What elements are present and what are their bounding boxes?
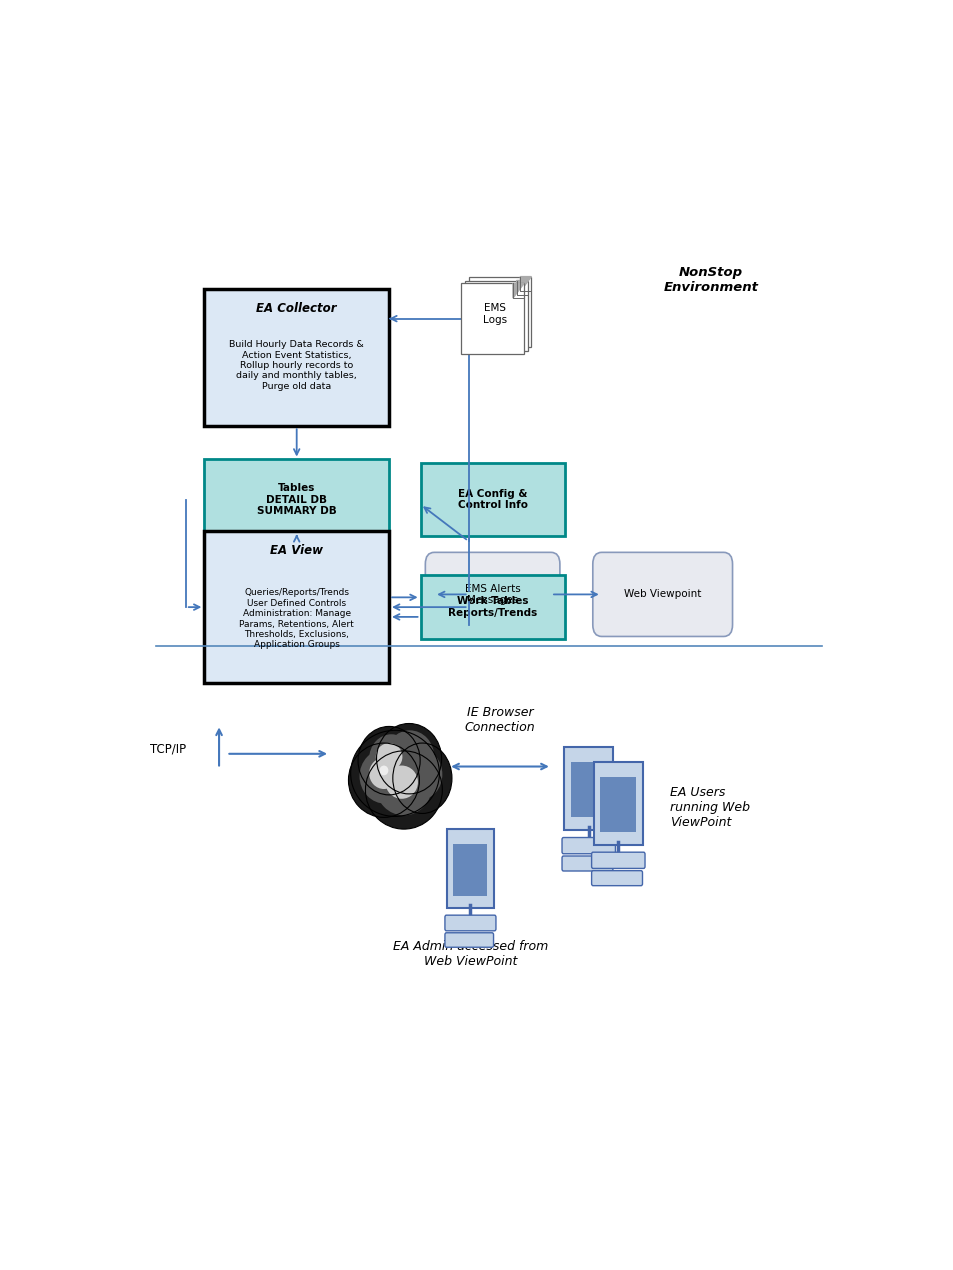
FancyBboxPatch shape xyxy=(420,575,564,639)
Text: TCP/IP: TCP/IP xyxy=(150,743,186,756)
Ellipse shape xyxy=(385,766,417,799)
Text: EA Users
running Web
ViewPoint: EA Users running Web ViewPoint xyxy=(669,786,749,829)
FancyBboxPatch shape xyxy=(444,916,496,931)
FancyBboxPatch shape xyxy=(591,852,644,869)
Text: Queries/Reports/Trends
User Defined Controls
Administration: Manage
Params, Rete: Queries/Reports/Trends User Defined Cont… xyxy=(239,588,354,649)
Polygon shape xyxy=(513,283,523,298)
FancyBboxPatch shape xyxy=(592,552,732,636)
Text: EMS
Logs: EMS Logs xyxy=(482,304,506,325)
FancyBboxPatch shape xyxy=(468,277,531,347)
FancyBboxPatch shape xyxy=(599,776,636,832)
FancyBboxPatch shape xyxy=(593,762,642,845)
Polygon shape xyxy=(519,277,531,291)
Text: IE Browser
Connection: IE Browser Connection xyxy=(464,706,535,734)
Text: EA Collector: EA Collector xyxy=(256,302,336,315)
FancyBboxPatch shape xyxy=(204,290,389,427)
Ellipse shape xyxy=(375,743,402,771)
Polygon shape xyxy=(517,281,527,295)
FancyBboxPatch shape xyxy=(591,871,641,885)
FancyBboxPatch shape xyxy=(464,281,527,351)
Ellipse shape xyxy=(357,726,419,795)
Ellipse shape xyxy=(375,757,432,815)
Ellipse shape xyxy=(397,749,442,800)
Text: EA Config &
Control Info: EA Config & Control Info xyxy=(457,489,527,511)
FancyBboxPatch shape xyxy=(425,552,559,636)
Text: NonStop
Environment: NonStop Environment xyxy=(662,265,758,293)
Ellipse shape xyxy=(369,758,398,789)
FancyBboxPatch shape xyxy=(204,460,389,540)
FancyBboxPatch shape xyxy=(561,856,612,871)
Ellipse shape xyxy=(385,730,434,784)
Ellipse shape xyxy=(365,751,442,829)
FancyBboxPatch shape xyxy=(446,829,494,908)
Text: Web Viewpoint: Web Viewpoint xyxy=(623,589,700,599)
Text: EA View: EA View xyxy=(270,544,323,558)
Ellipse shape xyxy=(369,734,413,784)
FancyBboxPatch shape xyxy=(420,462,564,536)
FancyBboxPatch shape xyxy=(204,531,389,683)
FancyBboxPatch shape xyxy=(561,837,615,853)
Ellipse shape xyxy=(393,743,452,814)
Text: EA Admin accessed from
Web ViewPoint: EA Admin accessed from Web ViewPoint xyxy=(393,940,547,968)
Text: Tables
DETAIL DB
SUMMARY DB: Tables DETAIL DB SUMMARY DB xyxy=(256,483,336,516)
Ellipse shape xyxy=(379,766,388,775)
Ellipse shape xyxy=(351,730,439,817)
FancyBboxPatch shape xyxy=(453,843,487,895)
FancyBboxPatch shape xyxy=(563,747,613,831)
Text: EMS Alerts
Messages: EMS Alerts Messages xyxy=(464,584,520,606)
Ellipse shape xyxy=(348,743,419,818)
Text: Build Hourly Data Records &
Action Event Statistics,
Rollup hourly records to
da: Build Hourly Data Records & Action Event… xyxy=(229,340,364,391)
Ellipse shape xyxy=(359,749,411,804)
FancyBboxPatch shape xyxy=(460,283,523,354)
Ellipse shape xyxy=(376,724,441,794)
Text: Work Tables
Reports/Trends: Work Tables Reports/Trends xyxy=(448,597,537,618)
FancyBboxPatch shape xyxy=(570,762,606,818)
FancyBboxPatch shape xyxy=(444,932,493,947)
